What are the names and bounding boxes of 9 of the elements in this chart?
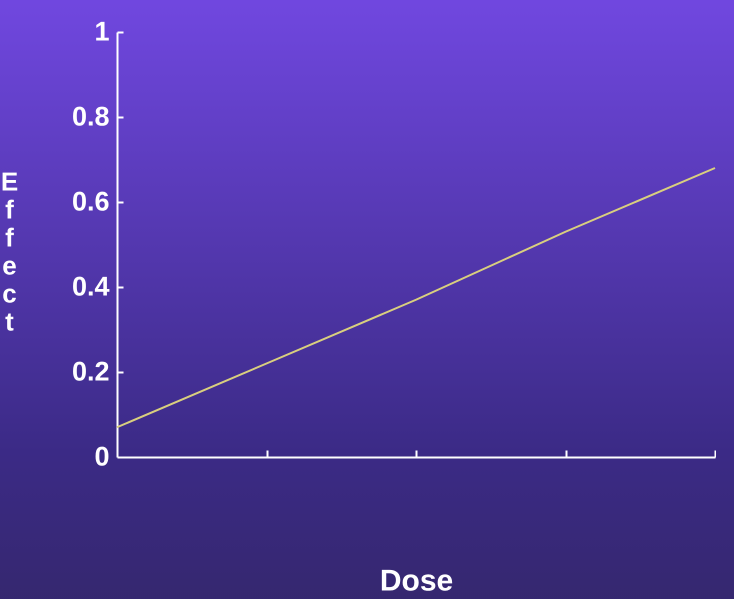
y-tick-label: 1 xyxy=(94,16,110,46)
y-tick-label: 0.2 xyxy=(72,356,110,386)
y-tick-label: 0.4 xyxy=(72,272,110,302)
y-axis-title: Effect xyxy=(0,166,18,336)
x-axis-title: Dose xyxy=(380,564,454,598)
line-series xyxy=(116,167,716,428)
y-tick-label: 0.6 xyxy=(72,186,110,216)
y-tick-label: 0.8 xyxy=(72,102,110,132)
y-tick-label: 0 xyxy=(94,442,110,472)
